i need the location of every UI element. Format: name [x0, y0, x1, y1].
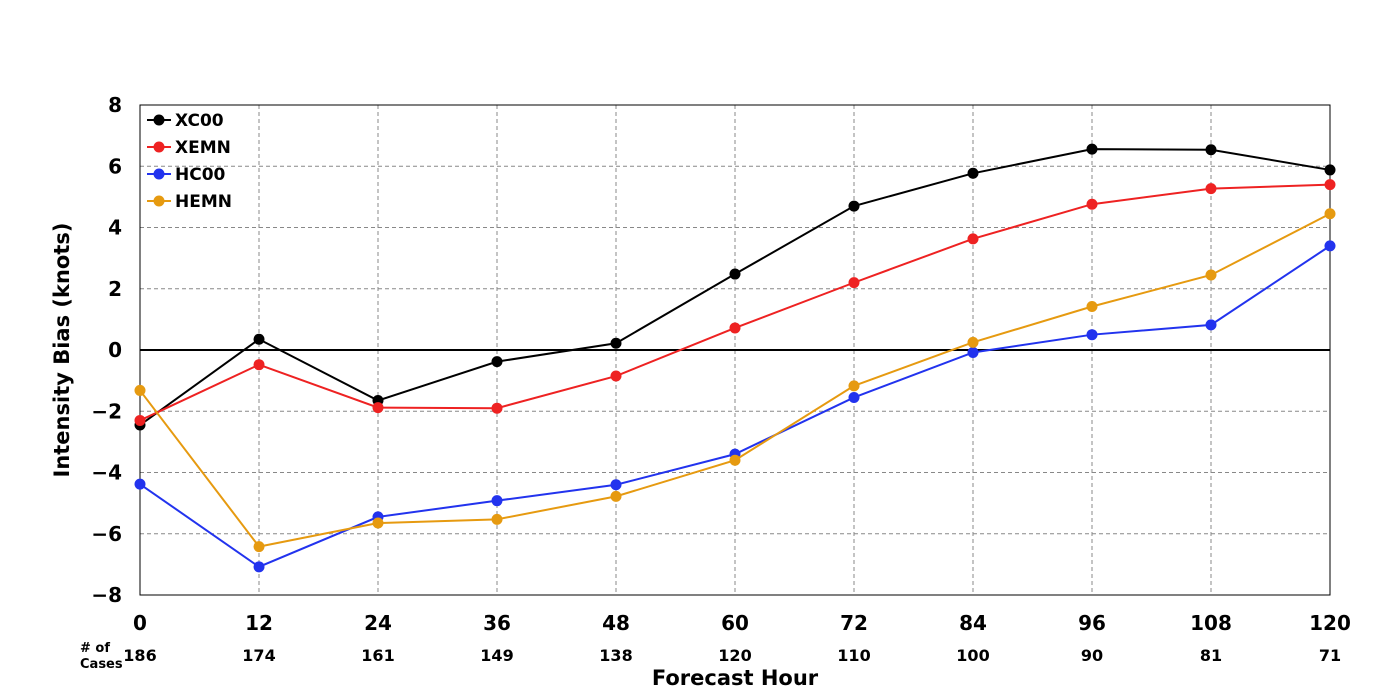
data-point-hemn	[253, 541, 265, 553]
data-point-hemn	[1086, 301, 1098, 313]
data-point-hemn	[729, 454, 741, 466]
data-point-hemn	[1324, 208, 1336, 220]
x-tick-label: 84	[959, 611, 987, 635]
data-point-hemn	[491, 513, 503, 525]
case-count: 138	[599, 646, 632, 665]
data-point-xemn	[134, 414, 146, 426]
series-layer	[134, 143, 1336, 573]
data-point-hc00	[134, 478, 146, 490]
y-tick-label: 2	[108, 277, 122, 301]
case-count: 186	[123, 646, 156, 665]
legend-marker-xemn	[153, 141, 165, 153]
series-xemn	[134, 179, 1336, 426]
data-point-hemn	[967, 336, 979, 348]
case-count: 161	[361, 646, 394, 665]
data-point-xc00	[1205, 144, 1217, 156]
legend-label-xemn: XEMN	[175, 138, 231, 158]
x-tick-label: 12	[245, 611, 273, 635]
case-count: 90	[1081, 646, 1103, 665]
data-point-hc00	[253, 561, 265, 573]
data-point-hc00	[610, 479, 622, 491]
y-tick-label: 8	[108, 93, 122, 117]
data-point-xemn	[253, 359, 265, 371]
data-point-hemn	[610, 490, 622, 502]
case-count: 100	[956, 646, 989, 665]
data-point-xc00	[1086, 143, 1098, 155]
data-point-hemn	[372, 517, 384, 529]
legend-item-xemn: XEMN	[147, 138, 231, 158]
y-tick-label: 6	[108, 154, 122, 178]
legend-marker-xc00	[153, 114, 165, 126]
legend: XC00 XEMN HC00 HEMN	[147, 111, 232, 212]
case-count: 174	[242, 646, 275, 665]
y-tick-label: −2	[91, 399, 122, 423]
data-point-xemn	[729, 322, 741, 334]
data-point-xc00	[253, 333, 265, 345]
data-point-xc00	[967, 167, 979, 179]
y-tick-label: 4	[108, 216, 122, 240]
legend-marker-hc00	[153, 168, 165, 180]
y-tick-labels: 8 6 4 2 0 −2 −4 −6 −8	[91, 93, 122, 607]
y-axis-title: Intensity Bias (knots)	[50, 223, 74, 478]
data-point-xc00	[491, 356, 503, 368]
x-tick-label: 72	[840, 611, 868, 635]
x-tick-labels: 0 12 24 36 48 60 72 84 96 108 120	[133, 611, 1351, 635]
case-count: 71	[1319, 646, 1341, 665]
legend-label-hemn: HEMN	[175, 192, 232, 212]
x-tick-label: 24	[364, 611, 392, 635]
data-point-xc00	[610, 337, 622, 349]
data-point-xemn	[372, 402, 384, 414]
data-point-hc00	[967, 346, 979, 358]
data-point-hc00	[848, 391, 860, 403]
case-count: 81	[1200, 646, 1222, 665]
x-axis-title: Forecast Hour	[652, 666, 819, 690]
y-tick-label: −8	[91, 583, 122, 607]
legend-label-xc00: XC00	[175, 111, 224, 131]
x-tick-label: 48	[602, 611, 630, 635]
series-hemn	[134, 208, 1336, 553]
data-point-hc00	[491, 495, 503, 507]
data-point-hemn	[1205, 269, 1217, 281]
data-point-xemn	[610, 370, 622, 382]
x-tick-label: 108	[1190, 611, 1232, 635]
x-tick-label: 60	[721, 611, 749, 635]
case-count: 120	[718, 646, 751, 665]
data-point-xc00	[729, 268, 741, 280]
y-tick-label: −6	[91, 522, 122, 546]
y-tick-label: −4	[91, 461, 122, 485]
legend-marker-hemn	[153, 195, 165, 207]
data-point-hc00	[1205, 319, 1217, 331]
legend-item-hc00: HC00	[147, 165, 226, 185]
data-point-hc00	[1086, 329, 1098, 341]
data-point-hc00	[1324, 240, 1336, 252]
legend-label-hc00: HC00	[175, 165, 226, 185]
case-count: 110	[837, 646, 870, 665]
data-point-xemn	[1205, 183, 1217, 195]
data-point-xc00	[848, 200, 860, 212]
data-point-xemn	[1324, 179, 1336, 191]
legend-item-xc00: XC00	[147, 111, 224, 131]
plot-frame	[139, 104, 1331, 596]
data-point-xemn	[491, 402, 503, 414]
case-counts: 186 174 161 149 138 120 110 100 90 81 71	[123, 646, 1341, 665]
legend-item-hemn: HEMN	[147, 192, 232, 212]
data-point-hemn	[134, 384, 146, 396]
data-point-xemn	[848, 277, 860, 289]
x-tick-label: 96	[1078, 611, 1106, 635]
data-point-xemn	[967, 233, 979, 245]
x-tick-label: 36	[483, 611, 511, 635]
y-tick-label: 0	[108, 338, 122, 362]
x-tick-label: 0	[133, 611, 147, 635]
data-point-hemn	[848, 380, 860, 392]
x-tick-label: 120	[1309, 611, 1351, 635]
cases-title-line1: # of	[80, 641, 110, 656]
series-hc00	[134, 240, 1336, 573]
cases-title-line2: Cases	[80, 657, 123, 672]
data-point-xc00	[1324, 164, 1336, 176]
data-point-xemn	[1086, 198, 1098, 210]
case-count: 149	[480, 646, 513, 665]
